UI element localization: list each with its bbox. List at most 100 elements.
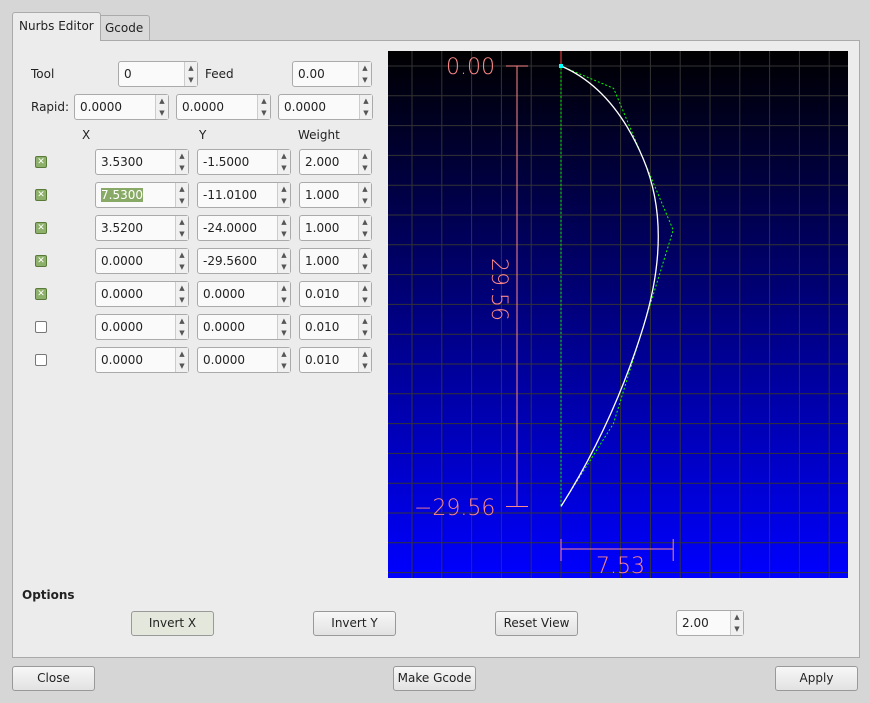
tool-value: 0 <box>124 67 132 81</box>
point-y-input-value: -29.5600 <box>203 254 257 268</box>
spin-arrows[interactable]: ▲ ▼ <box>358 62 371 86</box>
nurbs-preview-canvas[interactable]: 0.00 −29.56 29.56 7.53 <box>388 51 848 578</box>
nurbs-curve <box>560 65 659 507</box>
header-x: X <box>82 128 91 142</box>
point-x-input-value: 3.5200 <box>101 221 143 235</box>
point-enabled-checkbox[interactable] <box>35 354 47 366</box>
header-weight: Weight <box>298 128 340 142</box>
point-enabled-checkbox[interactable] <box>35 321 47 333</box>
tool-label: Tool <box>31 67 55 81</box>
point-x-input[interactable]: 0.0000 ▲ ▼ <box>95 314 189 340</box>
rapid-z-value: 0.0000 <box>284 100 326 114</box>
close-button[interactable]: Close <box>12 666 95 691</box>
point-x-input[interactable]: 0.0000 ▲ ▼ <box>95 248 189 274</box>
rapid-x-input[interactable]: 0.0000 ▲ ▼ <box>74 94 169 120</box>
scale-value: 2.00 <box>682 616 709 630</box>
spin-arrows[interactable]: ▲ ▼ <box>175 315 188 339</box>
point-y-input[interactable]: -1.5000 ▲ ▼ <box>197 149 291 175</box>
tab-nurbs-editor[interactable]: Nurbs Editor <box>12 12 101 41</box>
point-x-input[interactable]: 0.0000 ▲ ▼ <box>95 347 189 373</box>
invert-x-button[interactable]: Invert X <box>131 611 214 636</box>
spin-arrows[interactable]: ▲ ▼ <box>277 315 290 339</box>
spin-arrows[interactable]: ▲ ▼ <box>175 216 188 240</box>
point-y-input-value: 0.0000 <box>203 320 245 334</box>
point-weight-input[interactable]: 0.010 ▲ ▼ <box>299 314 372 340</box>
spin-arrows[interactable]: ▲ ▼ <box>155 95 168 119</box>
rapid-y-input[interactable]: 0.0000 ▲ ▼ <box>176 94 271 120</box>
header-y: Y <box>199 128 207 142</box>
point-x-input-value: 0.0000 <box>101 287 143 301</box>
spin-arrows[interactable]: ▲ ▼ <box>257 95 270 119</box>
spin-arrows[interactable]: ▲ ▼ <box>358 150 371 174</box>
tab-gcode[interactable]: Gcode <box>98 15 151 40</box>
spin-arrows[interactable]: ▲ ▼ <box>175 183 188 207</box>
point-weight-input[interactable]: 0.010 ▲ ▼ <box>299 281 372 307</box>
apply-button[interactable]: Apply <box>775 666 858 691</box>
point-y-input-value: -1.5000 <box>203 155 250 169</box>
point-y-input[interactable]: 0.0000 ▲ ▼ <box>197 314 291 340</box>
rapid-z-input[interactable]: 0.0000 ▲ ▼ <box>278 94 373 120</box>
point-x-input-value: 0.0000 <box>101 254 143 268</box>
grid <box>388 51 848 578</box>
point-x-input[interactable]: 7.5300 ▲ ▼ <box>95 182 189 208</box>
scale-input[interactable]: 2.00 ▲ ▼ <box>676 610 744 636</box>
reset-view-button[interactable]: Reset View <box>495 611 578 636</box>
top-dimension-label: 0.00 <box>446 55 495 80</box>
spin-arrows[interactable]: ▲ ▼ <box>175 282 188 306</box>
point-weight-input-value: 0.010 <box>305 287 340 301</box>
point-weight-input[interactable]: 1.000 ▲ ▼ <box>299 248 372 274</box>
feed-label: Feed <box>205 67 234 81</box>
point-weight-input[interactable]: 1.000 ▲ ▼ <box>299 182 372 208</box>
point-x-input-value: 0.0000 <box>101 320 143 334</box>
point-weight-input-value: 0.010 <box>305 353 340 367</box>
spin-arrows[interactable]: ▲ ▼ <box>359 95 372 119</box>
spin-arrows[interactable]: ▲ ▼ <box>358 249 371 273</box>
point-y-input-value: 0.0000 <box>203 287 245 301</box>
tool-input[interactable]: 0 ▲ ▼ <box>118 61 198 87</box>
options-title: Options <box>22 588 75 602</box>
point-x-input[interactable]: 3.5200 ▲ ▼ <box>95 215 189 241</box>
point-y-input[interactable]: -29.5600 ▲ ▼ <box>197 248 291 274</box>
spin-arrows[interactable]: ▲ ▼ <box>277 183 290 207</box>
point-enabled-checkbox[interactable]: ✕ <box>35 156 47 168</box>
point-y-input[interactable]: -24.0000 ▲ ▼ <box>197 215 291 241</box>
make-gcode-button[interactable]: Make Gcode <box>393 666 476 691</box>
point-weight-input-value: 0.010 <box>305 320 340 334</box>
point-weight-input[interactable]: 2.000 ▲ ▼ <box>299 149 372 175</box>
point-y-input[interactable]: -11.0100 ▲ ▼ <box>197 182 291 208</box>
bottom-dimension-label: −29.56 <box>414 496 495 521</box>
spin-arrows[interactable]: ▲ ▼ <box>358 216 371 240</box>
spin-arrows[interactable]: ▲ ▼ <box>358 183 371 207</box>
spin-arrows[interactable]: ▲ ▼ <box>277 348 290 372</box>
point-weight-input[interactable]: 0.010 ▲ ▼ <box>299 347 372 373</box>
point-weight-input[interactable]: 1.000 ▲ ▼ <box>299 215 372 241</box>
spin-arrows[interactable]: ▲ ▼ <box>730 611 743 635</box>
point-enabled-checkbox[interactable]: ✕ <box>35 189 47 201</box>
feed-value: 0.00 <box>298 67 325 81</box>
spin-arrows[interactable]: ▲ ▼ <box>277 216 290 240</box>
start-point-marker <box>559 64 563 68</box>
spin-arrows[interactable]: ▲ ▼ <box>277 282 290 306</box>
point-enabled-checkbox[interactable]: ✕ <box>35 288 47 300</box>
spin-arrows[interactable]: ▲ ▼ <box>175 249 188 273</box>
spin-arrows[interactable]: ▲ ▼ <box>184 62 197 86</box>
invert-y-button[interactable]: Invert Y <box>313 611 396 636</box>
spin-arrows[interactable]: ▲ ▼ <box>358 282 371 306</box>
spin-arrows[interactable]: ▲ ▼ <box>175 150 188 174</box>
point-y-input[interactable]: 0.0000 ▲ ▼ <box>197 347 291 373</box>
point-x-input-value: 7.5300 <box>101 188 143 202</box>
rapid-label: Rapid: <box>31 100 70 114</box>
spin-arrows[interactable]: ▲ ▼ <box>175 348 188 372</box>
point-x-input[interactable]: 3.5300 ▲ ▼ <box>95 149 189 175</box>
point-y-input[interactable]: 0.0000 ▲ ▼ <box>197 281 291 307</box>
spin-arrows[interactable]: ▲ ▼ <box>277 249 290 273</box>
point-enabled-checkbox[interactable]: ✕ <box>35 255 47 267</box>
feed-input[interactable]: 0.00 ▲ ▼ <box>292 61 372 87</box>
spin-arrows[interactable]: ▲ ▼ <box>277 150 290 174</box>
spin-arrows[interactable]: ▲ ▼ <box>358 348 371 372</box>
spin-arrows[interactable]: ▲ ▼ <box>358 315 371 339</box>
point-enabled-checkbox[interactable]: ✕ <box>35 222 47 234</box>
point-x-input[interactable]: 0.0000 ▲ ▼ <box>95 281 189 307</box>
height-dimension-label: 29.56 <box>486 258 511 321</box>
point-x-input-value: 0.0000 <box>101 353 143 367</box>
